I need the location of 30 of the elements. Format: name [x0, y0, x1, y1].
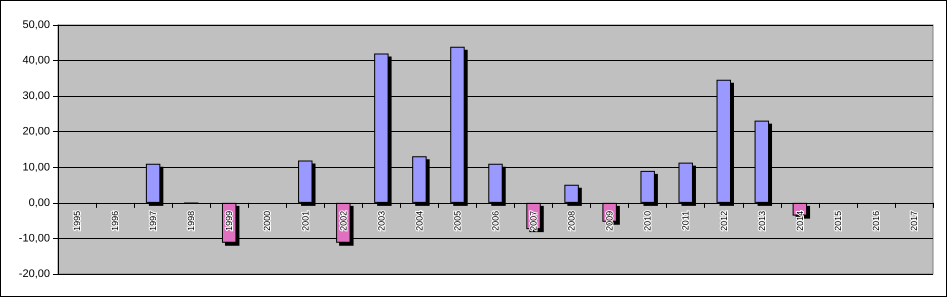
x-tick-label: 2015	[832, 210, 843, 231]
x-tick-label: 1995	[72, 210, 82, 231]
x-tick-label: 2016	[870, 210, 881, 231]
x-tick-label: 2010	[642, 210, 653, 231]
x-tick-label: 2007	[528, 210, 539, 231]
x-tick-label: 2012	[718, 210, 729, 231]
y-tick-label: -10,00	[18, 232, 50, 244]
x-tick-label: 2017	[908, 210, 919, 231]
x-tick-label: 2003	[376, 210, 386, 231]
y-tick-label: 40,00	[22, 54, 50, 67]
y-tick-label: 10,00	[22, 161, 50, 174]
x-tick-label: 2008	[566, 210, 577, 231]
x-tick-label: 1996	[110, 210, 120, 231]
y-tick-label: 0,00	[28, 196, 50, 209]
y-tick-label: 30,00	[22, 90, 50, 102]
x-tick-label: 1999	[224, 210, 234, 231]
x-tick-label: 2005	[452, 210, 462, 231]
y-tick-label: 20,00	[22, 126, 50, 138]
x-tick-label: 2004	[414, 210, 424, 231]
y-tick-label: 50,00	[22, 19, 50, 31]
x-tick-label: 2006	[490, 210, 500, 231]
x-tick-label: 2011	[680, 210, 691, 230]
y-tick-label: -20,00	[18, 268, 50, 280]
x-tick-label: 2013	[756, 210, 767, 231]
x-tick-label: 1998	[186, 210, 196, 231]
x-tick-label: 2000	[262, 210, 272, 231]
x-tick-label: 2002	[338, 210, 348, 231]
x-tick-label: 1997	[148, 210, 158, 231]
x-tick-label: 2001	[300, 210, 310, 231]
x-tick-label: 2014	[794, 210, 805, 231]
